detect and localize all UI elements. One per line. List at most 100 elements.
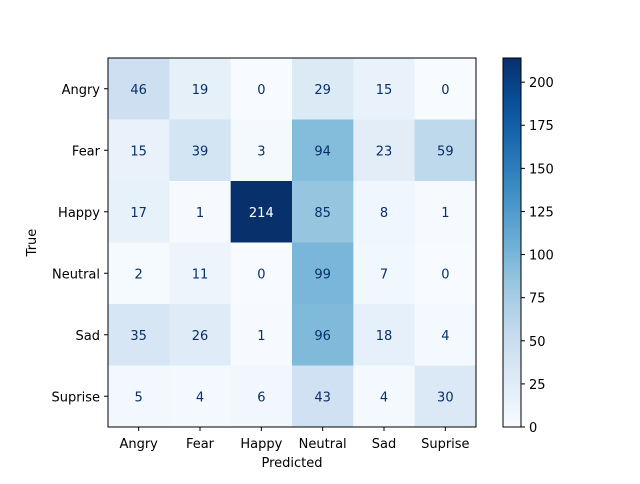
- heatmap-cell: [292, 181, 354, 243]
- colorbar: [502, 57, 522, 428]
- colorbar-tick-label: 75: [529, 292, 546, 307]
- colorbar-tick-label: 0: [529, 421, 537, 436]
- y-tick-label: Suprise: [52, 390, 100, 405]
- heatmap-cell: [353, 242, 416, 305]
- heatmap-cell: [414, 365, 477, 428]
- colorbar-tick-label: 100: [529, 249, 554, 264]
- cell-value-label: 1: [257, 329, 265, 344]
- cell-value-label: 4: [196, 390, 204, 405]
- cell-value-label: 29: [314, 83, 331, 98]
- heatmap-cell: [108, 58, 170, 120]
- cell-value-label: 6: [257, 390, 265, 405]
- heatmap-cell: [230, 242, 293, 305]
- heatmap-cell: [230, 365, 293, 428]
- cell-value-label: 26: [192, 329, 209, 344]
- cell-value-label: 1: [196, 206, 204, 221]
- cell-value-label: 96: [314, 329, 331, 344]
- heatmap-cell: [108, 304, 170, 366]
- colorbar-tick-label: 175: [529, 119, 554, 134]
- heatmap-cells: [108, 58, 477, 428]
- cell-value-label: 0: [441, 83, 449, 98]
- heatmap-cell: [230, 181, 293, 243]
- x-tick-label: Sad: [372, 437, 396, 452]
- cell-value-label: 8: [380, 206, 388, 221]
- heatmap-cell: [414, 119, 477, 182]
- cell-value-label: 11: [192, 267, 209, 282]
- y-tick-label: Angry: [62, 83, 101, 98]
- cell-value-label: 4: [441, 329, 449, 344]
- y-axis-label: True: [25, 229, 40, 258]
- heatmap-cell: [108, 181, 170, 243]
- cell-value-label: 18: [376, 329, 393, 344]
- heatmap-cell: [414, 304, 477, 366]
- cell-value-label: 19: [192, 83, 209, 98]
- x-tick-label: Neutral: [299, 437, 347, 452]
- colorbar-tick-label: 150: [529, 162, 554, 177]
- cell-value-label: 59: [437, 144, 454, 159]
- cell-value-label: 0: [257, 83, 265, 98]
- heatmap-cell: [108, 119, 170, 182]
- heatmap-cell: [414, 242, 477, 305]
- heatmap-cell: [353, 365, 416, 428]
- cell-value-label: 46: [130, 83, 147, 98]
- heatmap-cell: [353, 304, 416, 366]
- cell-value-label: 15: [376, 83, 393, 98]
- heatmap-cell: [353, 181, 416, 243]
- x-tick-label: Suprise: [421, 437, 469, 452]
- cell-value-label: 39: [192, 144, 209, 159]
- x-axis-label: Predicted: [261, 456, 322, 471]
- colorbar-tick-label: 25: [529, 378, 546, 393]
- cell-value-label: 43: [314, 390, 331, 405]
- x-tick-label: Happy: [240, 437, 282, 452]
- cell-value-label: 3: [257, 144, 265, 159]
- heatmap-cell: [169, 119, 232, 182]
- y-tick-label: Happy: [58, 206, 100, 221]
- colorbar-tick-label: 125: [529, 205, 554, 220]
- cell-value-label: 30: [437, 390, 454, 405]
- cell-value-label: 85: [314, 206, 331, 221]
- cell-value-label: 0: [257, 267, 265, 282]
- y-tick-label: Fear: [72, 144, 101, 159]
- y-tick-label: Neutral: [52, 267, 100, 282]
- cell-value-label: 7: [380, 267, 388, 282]
- cell-value-label: 17: [130, 206, 147, 221]
- heatmap-cell: [108, 365, 170, 428]
- heatmap-cell: [169, 304, 232, 366]
- heatmap-cell: [353, 119, 416, 182]
- heatmap-cell: [169, 58, 232, 120]
- heatmap-cell: [292, 58, 354, 120]
- cell-value-label: 4: [380, 390, 388, 405]
- heatmap-cell: [292, 365, 354, 428]
- x-axis: Angry Fear Happy Neutral Sad Suprise: [119, 427, 470, 452]
- heatmap-cell: [108, 242, 170, 305]
- heatmap-cell: [292, 119, 354, 182]
- cell-value-label: 23: [376, 144, 393, 159]
- x-tick-label: Fear: [186, 437, 215, 452]
- colorbar-ticks: 0 25 50 75 100 125 150 175 200: [521, 76, 554, 436]
- heatmap-cell: [169, 181, 232, 243]
- heatmap-cell: [230, 119, 293, 182]
- cell-value-label: 5: [135, 390, 143, 405]
- cell-value-label: 94: [314, 144, 331, 159]
- cell-value-label: 214: [249, 206, 274, 221]
- heatmap-cell: [230, 304, 293, 366]
- heatmap-cell: [169, 365, 232, 428]
- cell-value-label: 2: [135, 267, 143, 282]
- heatmap-cell: [353, 58, 416, 120]
- colorbar-tick-label: 200: [529, 76, 554, 91]
- heatmap-cell: [292, 242, 354, 305]
- cell-value-label: 35: [130, 329, 147, 344]
- cell-value-label: 1: [441, 206, 449, 221]
- cell-value-label: 15: [130, 144, 147, 159]
- heatmap-cell: [230, 58, 293, 120]
- heatmap-cell: [292, 304, 354, 366]
- y-axis: Angry Fear Happy Neutral Sad Suprise: [52, 83, 108, 405]
- colorbar-tick-label: 50: [529, 335, 546, 350]
- plot-frame: [107, 57, 477, 428]
- cell-value-label: 99: [314, 267, 331, 282]
- heatmap-cell: [414, 181, 477, 243]
- heatmap-cell: [169, 242, 232, 305]
